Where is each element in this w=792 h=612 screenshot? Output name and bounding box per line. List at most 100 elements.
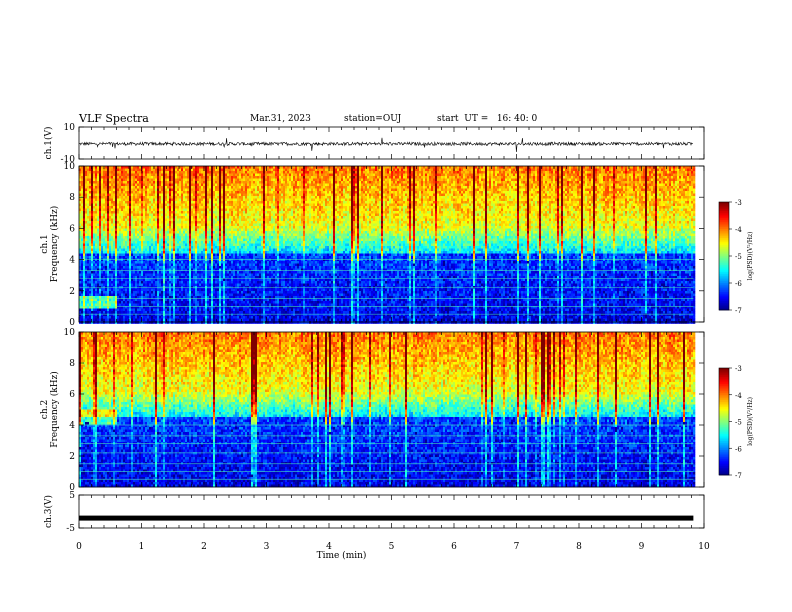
ch1-spectrogram-panel-cell [397, 203, 400, 207]
ch1-spectrogram-panel-cell [613, 168, 616, 172]
ch1-spectrogram-panel-cell [671, 176, 674, 179]
ch1-spectrogram-panel-cell [133, 186, 136, 189]
ch1-spectrogram-panel-cell [655, 173, 658, 177]
ch1-spectrogram-panel-cell [283, 183, 286, 187]
ch1-spectrogram-panel-cell [665, 176, 668, 179]
ch1-spectrogram-panel-cell [635, 203, 638, 207]
ch1-spectrogram-panel-cell [371, 198, 374, 202]
ch1-spectrogram-panel-cell [477, 173, 480, 177]
ch1-spectrogram-panel-cell [247, 166, 250, 169]
ch1-spectrogram-panel-cell [689, 166, 692, 169]
ch1-spectrogram-panel-cell [135, 186, 138, 189]
ch1-spectrogram-panel-cell [151, 196, 154, 199]
ch1-spectrogram-panel-cell [149, 166, 152, 169]
ch1-spectrogram-panel-cell [519, 166, 522, 169]
ch1-spectrogram-panel-cell [165, 183, 168, 187]
ch1-spectrogram-panel-cell [685, 198, 688, 202]
ch1-spectrogram-panel-cell [403, 191, 406, 194]
ch1-spectrogram-panel-cell [647, 186, 650, 189]
ch1-spectrogram-panel-cell [359, 198, 362, 202]
ch1-spectrogram-panel-cell [317, 171, 320, 174]
ch1-spectrogram-panel-cell [345, 183, 348, 187]
ch1-spectrogram-panel-cell [413, 183, 416, 187]
ch1-spectrogram-panel-cell [537, 168, 540, 172]
ch1-spectrogram-panel-cell [457, 173, 460, 177]
ch1-spectrogram-panel-cell [391, 196, 394, 199]
ch1-spectrogram-panel-cell [577, 171, 580, 174]
ch1-spectrogram-panel-cell [185, 198, 188, 202]
ch1-spectrogram-panel-cell [401, 183, 404, 187]
ch1-spectrogram-panel-cell [611, 183, 614, 187]
ch1-spectrogram-panel-cell [181, 188, 184, 192]
ch1-spectrogram-panel-cell [199, 176, 202, 179]
ch1-spectrogram-panel-cell [501, 171, 504, 174]
ch1-spectrogram-panel-cell [545, 176, 548, 179]
ch1-spectrogram-panel-cell [311, 203, 314, 207]
ch1-spectrogram-panel-cell [381, 168, 384, 172]
ch1-spectrogram-panel-cell [199, 191, 202, 194]
ch1-spectrogram-panel-cell [635, 168, 638, 172]
ch1-spectrogram-panel-cell [225, 193, 228, 197]
ch1-spectrogram-panel-cell [617, 171, 620, 174]
ch1-spectrogram-panel-cell [631, 166, 634, 169]
ch1-spectrogram-panel-cell [117, 188, 120, 192]
ch1-spectrogram-panel-cell [259, 168, 262, 172]
ch1-spectrogram-panel-cell [679, 203, 682, 207]
ch1-spectrogram-panel-cell [181, 206, 184, 209]
ch1-spectrogram-panel-cell [147, 191, 150, 194]
ch1-spectrogram-panel-cell [271, 168, 274, 172]
ch1-spectrogram-panel-cell [587, 173, 590, 177]
ch1-spectrogram-panel-cell [637, 198, 640, 202]
ch1-spectrogram-panel-cell [319, 181, 322, 184]
ch1-spectrogram-panel-cell [281, 181, 284, 184]
ch1-spectrogram-panel-cell [105, 181, 108, 184]
ch1-spectrogram-panel-cell [659, 176, 662, 179]
ch1-spectrogram-panel-cell [473, 166, 476, 169]
ch1-spectrogram-panel-cell [103, 168, 106, 172]
ch1-spectrogram-panel-cell [665, 198, 668, 202]
ch1-spectrogram-panel-cell [665, 188, 668, 192]
ch1-spectrogram-panel-cell [163, 168, 166, 172]
ch1-spectrogram-panel-cell [509, 201, 512, 204]
ch1-spectrogram-panel-cell [309, 178, 312, 182]
ch1-spectrogram-panel-cell [425, 193, 428, 197]
ch1-spectrogram-panel-cell [561, 188, 564, 192]
ch1-spectrogram-panel-cell [417, 183, 420, 187]
ch1-spectrogram-panel-cell [505, 176, 508, 179]
ch1-spectrogram-panel-cell [657, 198, 660, 202]
ch1-spectrogram-panel-cell [411, 186, 414, 189]
ch1-spectrogram-panel-cell [189, 176, 192, 179]
ch1-spectrogram-panel-cell [469, 191, 472, 194]
ch1-spectrogram-panel-cell [351, 193, 354, 197]
ch1-spectrogram-panel-cell [577, 178, 580, 182]
ch1-spectrogram-panel-cell [433, 188, 436, 192]
ch1-spectrogram-panel-cell [595, 191, 598, 194]
ch1-spectrogram-panel-cell [633, 186, 636, 189]
ch1-spectrogram-panel-cell [191, 196, 194, 199]
ch1-spectrogram-panel-cell [617, 173, 620, 177]
ch1-spectrogram-panel-cell [267, 198, 270, 202]
ch1-spectrogram-panel-cell [511, 183, 514, 187]
ch1-spectrogram-panel-cell [469, 166, 472, 169]
ch1-spectrogram-panel-cell [189, 206, 192, 209]
ch1-spectrogram-panel-cell [589, 201, 592, 204]
ch1-spectrogram-panel-cell [245, 198, 248, 202]
ch1-spectrogram-panel-cell [161, 166, 164, 169]
ch1-spectrogram-panel-cell [285, 171, 288, 174]
ch1-spectrogram-panel-cell [391, 166, 394, 169]
ch1-spectrogram-panel-cell [95, 193, 98, 197]
ch1-spectrogram-panel-cell [385, 176, 388, 179]
ch1-spectrogram-panel-cell [687, 181, 690, 184]
ch1-spectrogram-panel-cell [285, 188, 288, 192]
ch1-spectrogram-panel-cell [449, 193, 452, 197]
ch1-spectrogram-panel-cell [293, 191, 296, 194]
ch1-spectrogram-panel-cell [615, 201, 618, 204]
ch1-spectrogram-panel-cell [417, 181, 420, 184]
ch1-spectrogram-panel-cell [427, 201, 430, 204]
ch1-spectrogram-panel-cell [625, 166, 628, 169]
ch1-spectrogram-panel-cell [547, 196, 550, 199]
ch1-spectrogram-panel-cell [557, 168, 560, 172]
ch1-spectrogram-panel-cell [599, 188, 602, 192]
ch1-spectrogram-panel-cell [571, 173, 574, 177]
ch1-spectrogram-panel-cell [191, 191, 194, 194]
